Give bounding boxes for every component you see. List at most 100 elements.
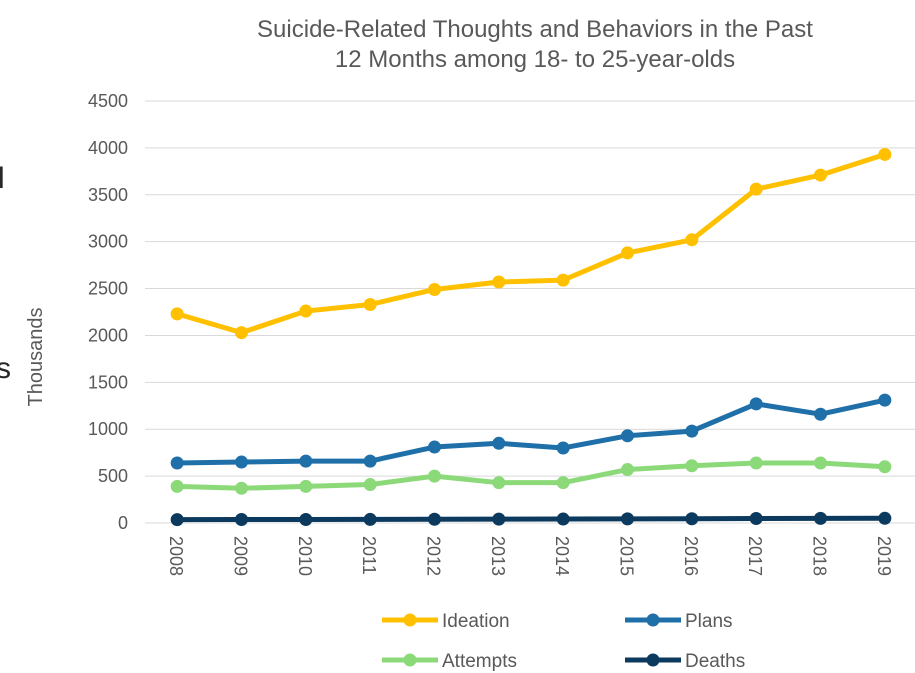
legend-item-plans: Plans xyxy=(625,611,733,632)
data-point xyxy=(299,513,313,527)
x-tick-label: 2008 xyxy=(166,536,186,576)
data-point xyxy=(235,326,248,340)
legend-marker xyxy=(646,653,660,667)
legend-item-ideation: Ideation xyxy=(382,611,510,632)
series-deaths xyxy=(170,511,892,527)
data-point xyxy=(685,424,699,438)
data-point xyxy=(235,513,248,527)
data-point xyxy=(814,168,827,182)
data-point xyxy=(428,282,441,296)
data-point xyxy=(428,512,441,526)
data-point xyxy=(363,454,377,468)
data-point xyxy=(814,511,827,525)
chart-title: Suicide-Related Thoughts and Behaviors i… xyxy=(257,16,813,73)
series-ideation xyxy=(170,147,892,340)
y-axis-label: Thousands xyxy=(25,308,47,407)
data-point xyxy=(621,463,634,477)
x-tick-labels: 2008 2009 2010 2011 2012 2013 2014 2015 2016 2017… xyxy=(166,536,894,576)
legend: Ideation Plans Attempts Deaths xyxy=(382,611,745,672)
x-tick-label: 2012 xyxy=(424,536,444,576)
clipped-text-1: l xyxy=(0,162,5,195)
y-tick-label: 3000 xyxy=(88,232,128,252)
y-tick-label: 4000 xyxy=(88,138,128,158)
x-tick-label: 2013 xyxy=(488,536,508,576)
legend-marker xyxy=(403,653,417,667)
series-line xyxy=(174,397,888,466)
legend-marker xyxy=(403,613,417,627)
y-tick-label: 500 xyxy=(98,466,128,486)
data-point xyxy=(170,513,184,527)
x-tick-label: 2011 xyxy=(359,536,379,575)
y-tick-label: 0 xyxy=(118,513,128,533)
data-point xyxy=(878,511,892,525)
gridlines xyxy=(145,100,915,524)
data-point xyxy=(299,304,313,318)
data-point xyxy=(749,456,763,470)
data-point xyxy=(685,512,699,526)
y-tick-label: 1000 xyxy=(88,419,128,439)
data-point xyxy=(556,441,570,455)
data-point xyxy=(299,454,313,468)
data-point xyxy=(749,511,763,525)
legend-item-deaths: Deaths xyxy=(625,651,745,672)
series-plans xyxy=(170,393,892,470)
data-point xyxy=(363,297,377,311)
x-tick-label: 2015 xyxy=(617,536,637,576)
legend-label: Attempts xyxy=(442,651,517,672)
x-tick-label: 2009 xyxy=(231,536,251,576)
series-line xyxy=(174,151,888,336)
data-point xyxy=(621,429,634,443)
x-tick-label: 2014 xyxy=(552,536,572,576)
data-point xyxy=(363,512,377,526)
legend-label: Ideation xyxy=(442,611,510,632)
series-line xyxy=(174,515,888,523)
data-point xyxy=(749,182,763,196)
data-point xyxy=(685,233,699,247)
data-point xyxy=(749,397,763,411)
legend-label: Plans xyxy=(685,611,733,632)
y-tick-label: 3500 xyxy=(88,185,128,205)
data-point xyxy=(878,147,892,161)
data-point xyxy=(428,440,441,454)
data-point xyxy=(556,512,570,526)
data-point xyxy=(878,393,892,407)
data-point xyxy=(363,478,377,492)
y-tick-label: 1500 xyxy=(88,372,128,392)
data-point xyxy=(492,436,506,450)
data-point xyxy=(814,456,827,470)
data-point xyxy=(170,479,184,493)
clipped-text-2: s xyxy=(0,352,11,385)
x-tick-label: 2010 xyxy=(295,536,315,576)
data-point xyxy=(685,459,699,473)
y-tick-label: 2000 xyxy=(88,325,128,345)
y-tick-label: 4500 xyxy=(88,91,128,111)
x-tick-label: 2016 xyxy=(681,536,701,576)
data-point xyxy=(492,476,506,490)
series-lines xyxy=(170,147,892,527)
data-point xyxy=(556,476,570,490)
legend-marker xyxy=(646,613,660,627)
data-point xyxy=(235,481,248,495)
data-point xyxy=(621,246,634,260)
data-point xyxy=(814,407,827,421)
series-attempts xyxy=(170,456,892,495)
legend-label: Deaths xyxy=(685,651,745,672)
data-point xyxy=(170,456,184,470)
x-tick-label: 2019 xyxy=(874,536,894,576)
chart-title-line-2: 12 Months among 18- to 25-year-olds xyxy=(335,46,735,73)
data-point xyxy=(556,273,570,287)
y-tick-label: 2500 xyxy=(88,279,128,299)
data-point xyxy=(235,455,248,469)
series-line xyxy=(174,460,888,491)
data-point xyxy=(299,479,313,493)
data-point xyxy=(428,469,441,483)
data-point xyxy=(878,460,892,474)
x-tick-label: 2017 xyxy=(745,536,765,576)
chart-title-line-1: Suicide-Related Thoughts and Behaviors i… xyxy=(257,16,813,43)
data-point xyxy=(492,512,506,526)
legend-item-attempts: Attempts xyxy=(382,651,517,672)
data-point xyxy=(170,307,184,321)
y-tick-labels: 0 500 1000 1500 2000 2500 3000 3500 4000 4500 xyxy=(88,91,128,533)
x-tick-label: 2018 xyxy=(810,536,830,576)
